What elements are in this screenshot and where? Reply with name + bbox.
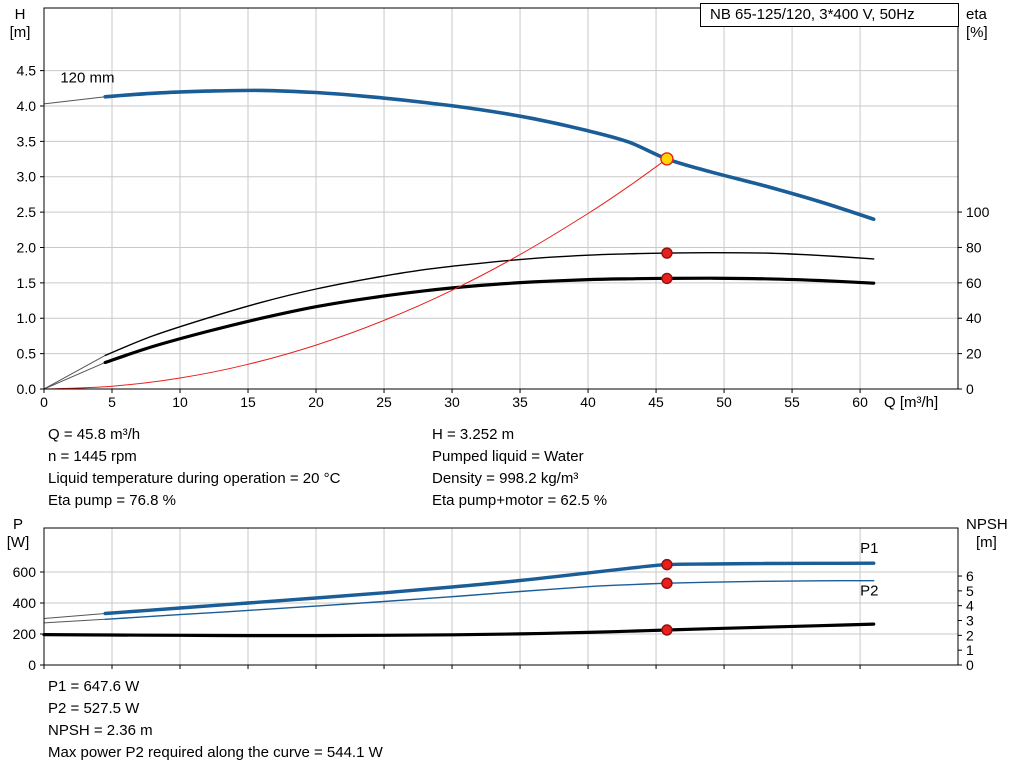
x-tick-label: 30 [444,394,460,410]
eta-axis-label: eta [966,6,988,23]
y-left-tick-label: 1.5 [17,275,37,291]
y-left-tick-label: 2.0 [17,239,37,255]
y-right-tick-label: 5 [966,583,974,599]
pump-title-box: NB 65-125/120, 3*400 V, 50Hz [700,3,959,27]
y-right-tick-label: 4 [966,598,974,614]
plot-frame [43,7,959,390]
x-tick-label: 25 [376,394,392,410]
h-axis-label: H [15,6,26,23]
npsh-axis-unit: [m] [976,534,997,551]
y-right-tick-label: 1 [966,642,974,658]
impeller-diameter-label: 120 mm [60,70,114,87]
h-axis-unit: [m] [10,24,31,41]
eta-pump-motor-curve-lead [43,361,106,390]
info-line-q: Q = 45.8 m³/h [48,426,141,443]
p-axis-unit: [W] [7,534,30,551]
p2-label: P2 [860,582,878,599]
info-line-density: Density = 998.2 kg/m³ [432,470,579,487]
y-left-tick-label: 3.5 [17,133,37,149]
p2-curve [104,580,875,620]
result-footer: P1 = 647.6 W P2 = 527.5 W NPSH = 2.36 m … [48,676,383,764]
x-tick-label: 40 [580,394,596,410]
y-right-tick-label: 3 [966,613,974,629]
info-line-liquid: Pumped liquid = Water [432,448,584,465]
y-left-tick-label: 0.5 [17,346,37,362]
y-right-tick-label: 40 [966,310,982,326]
y-left-tick-label: 600 [13,564,37,580]
info-line-eta-pump: Eta pump = 76.8 % [48,492,176,509]
info-line-n: n = 1445 rpm [48,448,137,465]
y-left-tick-label: 2.5 [17,204,37,220]
footer-line-p2: P2 = 527.5 W [48,700,140,717]
x-tick-label: 0 [40,394,48,410]
y-right-tick-label: 0 [966,657,974,673]
p1-label: P1 [860,540,878,557]
x-tick-label: 50 [716,394,732,410]
x-tick-label: 35 [512,394,528,410]
y-right-tick-label: 60 [966,275,982,291]
p2-point [661,577,673,589]
y-left-tick-label: 1.0 [17,310,37,326]
p1-point [661,558,673,571]
y-left-tick-label: 400 [13,595,37,611]
x-tick-label: 55 [784,394,800,410]
npsh-curve [42,622,876,638]
y-right-tick-label: 0 [966,381,974,397]
y-right-tick-label: 2 [966,627,974,643]
x-tick-label: 10 [172,394,188,410]
info-line-temp: Liquid temperature during operation = 20… [48,470,341,487]
y-right-tick-label: 100 [966,204,990,220]
npsh-axis-label: NPSH [966,516,1008,533]
x-tick-label: 45 [648,394,664,410]
pump-curve-120mm [103,88,876,221]
p2-curve-lead [43,618,106,624]
eta-pump-curve-lead [43,354,106,390]
duty-info-left: Q = 45.8 m³/h n = 1445 rpm Liquid temper… [48,424,340,512]
p-axis-label: P [13,516,23,533]
p1-curve-lead [43,613,106,620]
eta-axis-unit: [%] [966,24,988,41]
npsh-point [661,624,673,636]
x-tick-label: 20 [308,394,324,410]
y-left-tick-label: 3.0 [17,169,37,185]
q-axis-label: Q [m³/h] [884,394,938,411]
info-line-h: H = 3.252 m [432,426,515,443]
x-tick-label: 60 [852,394,868,410]
plot-frame [43,527,959,666]
duty-info-right: H = 3.252 m Pumped liquid = Water Densit… [432,424,607,512]
eta-pump-motor-curve [103,276,876,365]
info-line-eta-total: Eta pump+motor = 62.5 % [432,492,608,509]
x-tick-label: 15 [240,394,256,410]
eta-pump-curve [104,251,875,357]
hq-eta-chart: 0 5 10 15 20 25 30 35 40 45 50 55 60 0.0 0.5 1.0 1.5 2.0 2… [10,6,990,411]
y-left-tick-label: 4.0 [17,98,37,114]
x-tick-label: 5 [108,394,116,410]
system-curve [43,158,668,390]
duty-point [660,152,674,166]
y-left-tick-label: 0.0 [17,381,37,397]
hq-eta-chart-plot: 0 5 10 15 20 25 30 35 40 45 50 55 60 0.0 0.5 1.0 1.5 2.0 2… [17,7,990,410]
eta-pump-point [661,247,673,259]
y-right-tick-label: 80 [966,239,982,255]
y-left-tick-label: 4.5 [17,63,37,79]
pump-curve-120mm-lead [43,96,106,105]
p1-curve [103,561,876,616]
footer-line-maxpower: Max power P2 required along the curve = … [48,744,383,761]
y-right-tick-label: 20 [966,346,982,362]
eta-pump-motor-point [661,272,673,285]
footer-line-p1: P1 = 647.6 W [48,678,140,695]
y-left-tick-label: 200 [13,626,37,642]
y-left-tick-label: 0 [28,657,36,673]
footer-line-npsh: NPSH = 2.36 m [48,722,153,739]
y-right-tick-label: 6 [966,568,974,584]
